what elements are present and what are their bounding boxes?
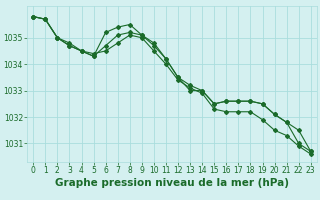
X-axis label: Graphe pression niveau de la mer (hPa): Graphe pression niveau de la mer (hPa) — [55, 178, 289, 188]
